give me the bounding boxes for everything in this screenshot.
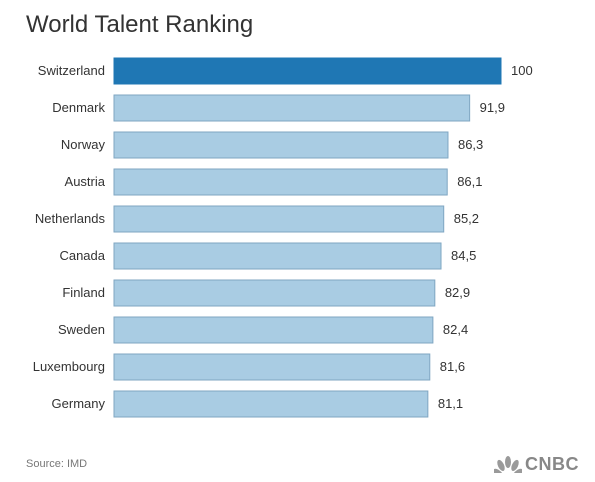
category-label: Austria — [65, 174, 106, 189]
category-label: Canada — [59, 248, 105, 263]
value-label: 82,4 — [443, 322, 468, 337]
category-label: Norway — [61, 137, 106, 152]
value-label: 100 — [511, 63, 533, 78]
value-label: 81,1 — [438, 396, 463, 411]
bar — [113, 353, 431, 381]
value-label: 85,2 — [454, 211, 479, 226]
category-label: Denmark — [52, 100, 105, 115]
category-label: Finland — [62, 285, 105, 300]
bar — [113, 131, 449, 159]
category-label: Germany — [52, 396, 106, 411]
bar — [113, 316, 434, 344]
value-label: 84,5 — [451, 248, 476, 263]
bar — [113, 57, 502, 85]
category-label: Luxembourg — [33, 359, 105, 374]
bar-chart: Switzerland 100 Denmark 91,9 Norway 86,3 Austr… — [33, 57, 533, 418]
bar — [113, 242, 442, 270]
bar — [113, 168, 448, 196]
value-label: 86,1 — [457, 174, 482, 189]
value-label: 82,9 — [445, 285, 470, 300]
bar — [113, 94, 471, 122]
bar — [113, 390, 429, 418]
value-label: 91,9 — [480, 100, 505, 115]
value-label: 86,3 — [458, 137, 483, 152]
category-label: Switzerland — [38, 63, 105, 78]
source-note: Source: IMD — [26, 458, 88, 470]
bar — [113, 205, 445, 233]
cnbc-peacock-icon — [494, 456, 522, 473]
category-label: Sweden — [58, 322, 105, 337]
cnbc-logo-text: CNBC — [525, 453, 579, 474]
chart-title: World Talent Ranking — [26, 11, 254, 38]
bar — [113, 279, 436, 307]
category-label: Netherlands — [35, 211, 106, 226]
value-label: 81,6 — [440, 359, 465, 374]
cnbc-logo: CNBC — [494, 453, 579, 475]
